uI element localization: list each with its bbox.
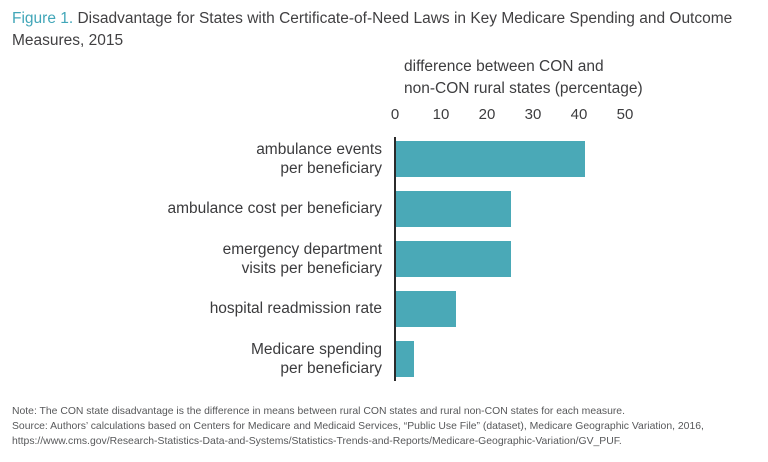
tick-label: 0 (390, 106, 400, 123)
bar-label: ambulance cost per beneficiary (167, 200, 382, 218)
figure-title-text: Disadvantage for States with Certificate… (12, 10, 733, 49)
bar-track (396, 141, 768, 177)
figure-number: Figure 1. (12, 10, 74, 27)
bar (396, 141, 585, 177)
tick-label: 10 (432, 106, 450, 123)
bar-row: emergency department visits per beneficia… (0, 234, 768, 284)
bar-label: ambulance events per beneficiary (256, 140, 382, 177)
bar-track (396, 191, 768, 227)
x-axis-title: difference between CON and non-CON rural… (404, 56, 643, 99)
x-axis-title-line1: difference between CON and (404, 58, 604, 75)
bar-track (396, 291, 768, 327)
bar-row: Medicare spending per beneficiary (0, 334, 768, 384)
note-text: Note: The CON state disadvantage is the … (12, 406, 625, 417)
bar-row: hospital readmission rate (0, 284, 768, 334)
bar-track (396, 341, 768, 377)
tick-label: 50 (616, 106, 634, 123)
bar-row: ambulance events per beneficiary (0, 134, 768, 184)
bar-label: Medicare spending per beneficiary (251, 340, 382, 377)
bar-track (396, 241, 768, 277)
bars-area: ambulance events per beneficiary ambulance… (0, 134, 768, 384)
x-axis-title-line2: non-CON rural states (percentage) (404, 79, 643, 97)
bar (396, 341, 415, 377)
source-text: Source: Authors’ calculations based on C… (12, 421, 704, 448)
bar (396, 291, 456, 327)
footnotes: Note: The CON state disadvantage is the … (12, 404, 760, 449)
tick-label: 40 (570, 106, 588, 123)
x-axis-ticks: 0 10 20 30 40 50 (391, 106, 634, 126)
tick-label: 30 (524, 106, 542, 123)
bar-label: emergency department visits per beneficia… (222, 240, 382, 277)
bar-row: ambulance cost per beneficiary (0, 184, 768, 234)
bar (396, 191, 511, 227)
figure-title: Figure 1. Disadvantage for States with C… (12, 8, 756, 52)
bar (396, 241, 511, 277)
tick-label: 20 (478, 106, 496, 123)
bar-label: hospital readmission rate (209, 300, 382, 318)
